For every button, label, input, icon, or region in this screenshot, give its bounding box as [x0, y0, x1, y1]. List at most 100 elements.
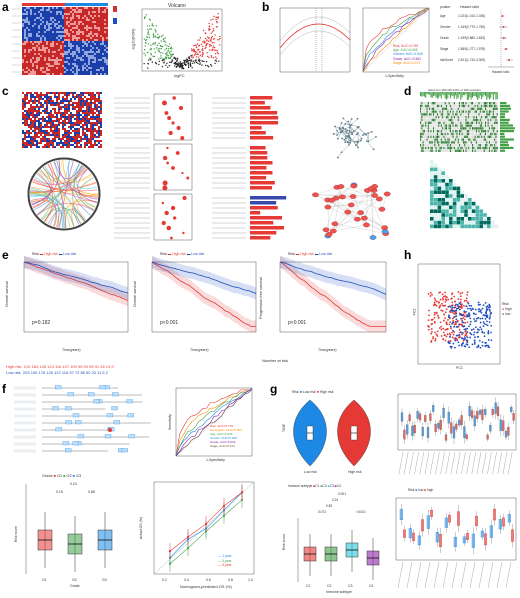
heat-cell: [66, 53, 68, 55]
heat-cell: [80, 65, 82, 67]
onco-cell: [487, 130, 489, 133]
onco-cell: [481, 104, 483, 108]
heat-cell: [30, 67, 32, 69]
ppi-edge: [381, 193, 388, 210]
onco-cell: [440, 130, 442, 133]
km-legend-low: ▬ Low risk: [58, 252, 77, 256]
go-dot: [166, 225, 172, 231]
go-dot: [164, 111, 169, 115]
heat-cell: [62, 51, 64, 53]
heat-cell: [46, 146, 48, 148]
pca-point-high: [461, 333, 463, 336]
onco-cell: [468, 113, 470, 116]
heat-cell: [54, 67, 56, 69]
heat-cell: [80, 96, 82, 98]
heat-cell: [56, 104, 58, 106]
heat-cell: [90, 108, 92, 110]
heat-cell: [28, 21, 30, 23]
volcano-point: [151, 24, 153, 26]
tmb-bar: [492, 92, 494, 100]
heat-cell: [80, 144, 82, 146]
heat-cell: [76, 65, 78, 67]
heat-cell: [74, 108, 76, 110]
volcano-point: [190, 54, 192, 57]
heat-cell: [86, 51, 88, 53]
heat-cell: [46, 51, 48, 53]
onco-cell: [486, 113, 488, 116]
volcano-point: [144, 41, 147, 44]
heat-cell: [90, 124, 92, 126]
onco-cell: [472, 146, 474, 150]
heat-cell: [68, 138, 70, 140]
go-dot: [171, 121, 175, 125]
heat-cell: [38, 65, 40, 67]
onco-cell: [453, 141, 455, 144]
ppi-node: [369, 235, 377, 240]
heat-cell: [94, 110, 96, 112]
heat-cell: [52, 126, 54, 128]
heat-cell: [76, 114, 78, 116]
tmb-bar: [462, 92, 464, 96]
onco-cell: [482, 146, 484, 150]
heat-cell: [100, 47, 102, 49]
ppi-node: [371, 184, 379, 189]
onco-cell: [478, 116, 480, 119]
tmb-bar: [422, 92, 424, 96]
corr-cell: [483, 217, 487, 221]
volcano-point: [155, 29, 157, 32]
heat-cell: [48, 23, 50, 25]
tmb-bar: [485, 92, 486, 97]
heat-cell: [92, 142, 94, 144]
onco-cell: [444, 121, 446, 124]
heat-cell: [88, 140, 90, 142]
go-dot: [161, 220, 166, 226]
heat-cell: [78, 118, 80, 120]
onco-cell: [470, 144, 472, 147]
roc-b-legend-item: Age, AUC=0.605: [393, 48, 418, 53]
heat-cell: [32, 39, 34, 41]
heat-cell: [76, 39, 78, 41]
kegg-bar: [250, 171, 273, 175]
heat-cell: [28, 45, 30, 47]
heat-cell: [90, 100, 92, 102]
chord-link: [77, 169, 98, 203]
heat-cell: [98, 146, 100, 148]
heat-cell: [64, 106, 66, 108]
heat-cell: [94, 130, 96, 132]
onco-cell: [494, 127, 496, 130]
heat-cell: [82, 110, 84, 112]
heat-cell: [90, 104, 92, 106]
network-node: [346, 135, 349, 138]
heat-cell: [82, 11, 84, 13]
onco-cell: [459, 144, 461, 147]
heat-cell: [50, 11, 52, 13]
heat-cell: [96, 122, 98, 124]
heat-cell: [92, 144, 94, 146]
heat-cell: [42, 104, 44, 106]
ppi-edge: [335, 198, 358, 220]
heat-cell: [26, 25, 28, 27]
heat-cell: [30, 110, 32, 112]
heat-cell: [68, 122, 70, 124]
heat-cell: [84, 92, 86, 94]
onco-cell: [496, 102, 498, 105]
heat-cell: [100, 31, 102, 33]
heat-cell: [84, 57, 86, 59]
heat-cell: [92, 136, 94, 138]
onco-cell: [438, 118, 440, 122]
heat-cell: [88, 73, 90, 75]
heat-cell: [32, 15, 34, 17]
heat-cell: [42, 49, 44, 51]
heat-cell: [100, 110, 102, 112]
heat-cell: [34, 104, 36, 106]
heat-cell: [38, 112, 40, 114]
heat-cell: [52, 124, 54, 126]
heat-cell: [76, 136, 78, 138]
onco-cell: [457, 146, 459, 150]
heat-cell: [80, 100, 82, 102]
onco-cell: [439, 135, 441, 138]
pca-point-high: [463, 300, 466, 302]
heat-cell: [34, 67, 36, 69]
heat-cell: [102, 19, 104, 21]
heat-cell: [70, 13, 72, 15]
